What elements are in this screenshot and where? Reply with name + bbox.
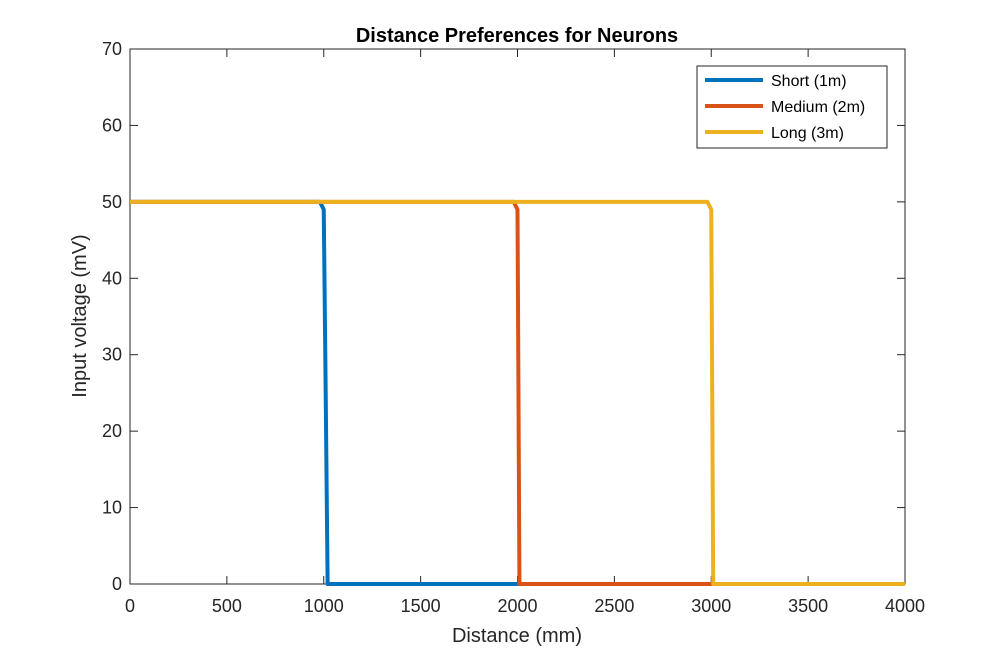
x-tick-label: 1500 xyxy=(401,596,441,616)
y-tick-label: 70 xyxy=(102,39,122,59)
x-axis-label: Distance (mm) xyxy=(452,625,582,647)
chart-title: Distance Preferences for Neurons xyxy=(356,25,678,47)
y-tick-label: 40 xyxy=(102,268,122,288)
x-tick-label: 500 xyxy=(212,596,242,616)
x-tick-label: 2500 xyxy=(594,596,634,616)
x-tick-label: 1000 xyxy=(304,596,344,616)
legend-label-3: Long (3m) xyxy=(771,125,844,142)
x-tick-label: 2000 xyxy=(497,596,537,616)
x-tick-label: 4000 xyxy=(885,596,925,616)
x-tick-label: 3000 xyxy=(691,596,731,616)
x-tick-label: 0 xyxy=(125,596,135,616)
y-tick-label: 0 xyxy=(112,574,122,594)
legend-label-1: Short (1m) xyxy=(771,73,847,90)
y-tick-label: 10 xyxy=(102,498,122,518)
series-line-3 xyxy=(130,199,905,586)
y-axis-label: Input voltage (mV) xyxy=(69,234,91,397)
x-tick-label: 3500 xyxy=(788,596,828,616)
legend: Short (1m) Medium (2m) Long (3m) xyxy=(696,65,888,149)
legend-label-2: Medium (2m) xyxy=(771,99,865,116)
y-tick-label: 60 xyxy=(102,115,122,135)
y-tick-label: 50 xyxy=(102,192,122,212)
y-tick-label: 30 xyxy=(102,345,122,365)
y-tick-label: 20 xyxy=(102,421,122,441)
